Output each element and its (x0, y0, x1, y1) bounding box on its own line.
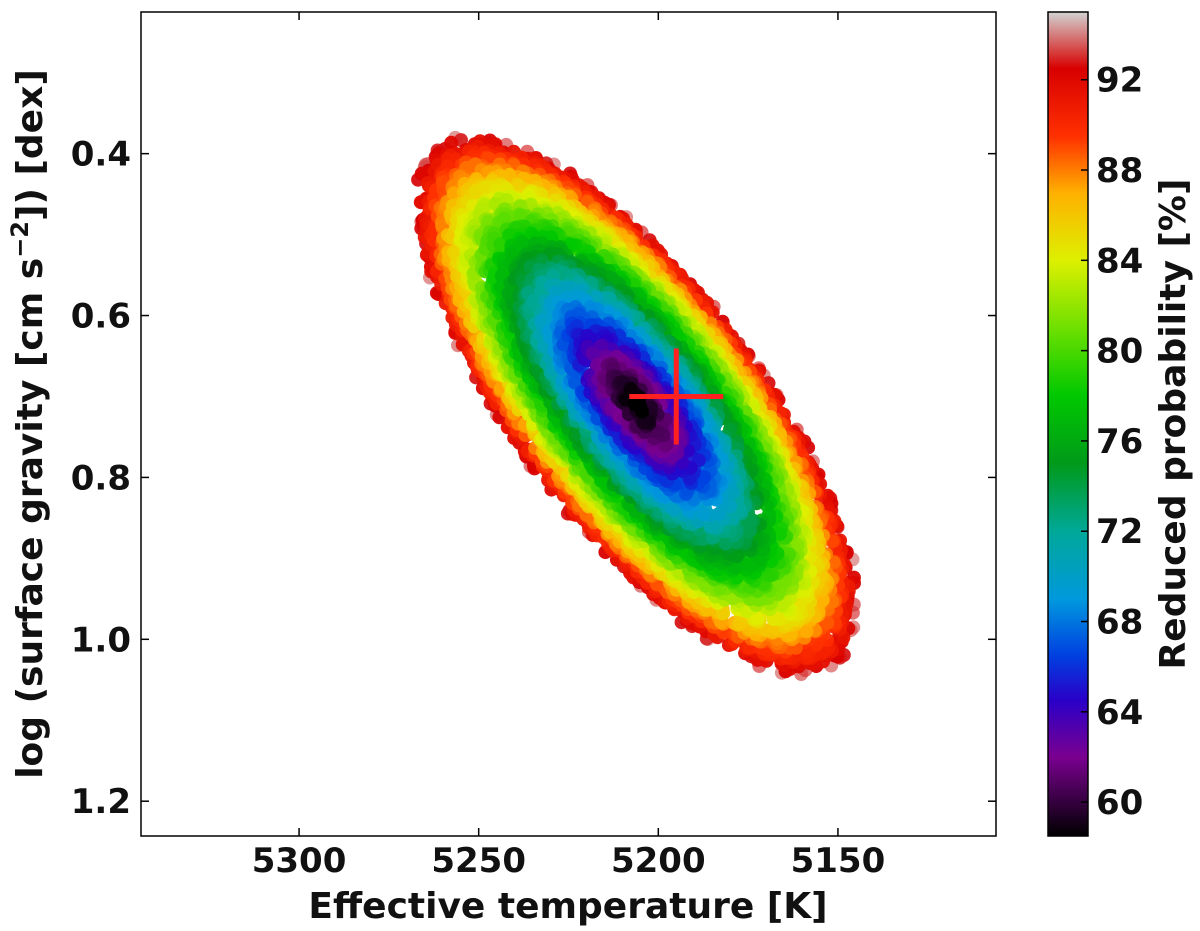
scatter-points (411, 130, 861, 681)
scatter-point (799, 624, 814, 639)
scatter-point (444, 135, 459, 150)
